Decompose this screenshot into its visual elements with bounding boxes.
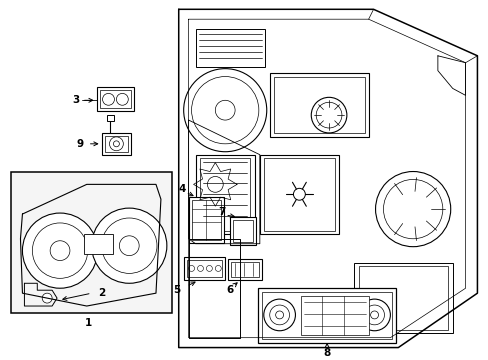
Bar <box>353 264 452 333</box>
Bar <box>263 158 334 231</box>
Bar <box>228 258 261 280</box>
Bar <box>273 77 364 133</box>
Bar <box>100 90 131 108</box>
Text: 7: 7 <box>217 207 225 217</box>
Circle shape <box>191 77 258 144</box>
Circle shape <box>206 265 212 271</box>
Bar <box>230 217 255 245</box>
Circle shape <box>375 171 450 247</box>
Circle shape <box>102 93 114 105</box>
Text: 3: 3 <box>72 95 80 105</box>
Circle shape <box>50 241 70 261</box>
Circle shape <box>42 293 52 303</box>
Circle shape <box>119 236 139 256</box>
Bar <box>83 234 113 253</box>
Bar <box>195 29 264 67</box>
Circle shape <box>116 93 128 105</box>
Bar <box>301 296 368 335</box>
Circle shape <box>215 265 221 271</box>
Circle shape <box>311 97 346 133</box>
Circle shape <box>91 208 166 283</box>
Circle shape <box>263 299 295 331</box>
Text: 8: 8 <box>323 347 330 357</box>
Circle shape <box>109 137 123 151</box>
Bar <box>97 87 134 111</box>
Circle shape <box>183 69 266 152</box>
Circle shape <box>215 100 235 120</box>
Circle shape <box>364 305 384 325</box>
Circle shape <box>113 141 119 147</box>
Circle shape <box>207 176 223 192</box>
Text: 5: 5 <box>173 285 181 295</box>
Circle shape <box>293 188 305 200</box>
Bar <box>195 155 254 234</box>
Bar <box>261 292 391 339</box>
Circle shape <box>188 265 194 271</box>
Circle shape <box>316 102 341 128</box>
Bar <box>11 171 171 313</box>
Bar <box>257 288 395 343</box>
Bar <box>188 197 224 243</box>
Circle shape <box>32 223 87 278</box>
Circle shape <box>358 299 389 331</box>
Bar <box>183 257 225 280</box>
Bar <box>106 115 114 121</box>
Text: 1: 1 <box>85 318 92 328</box>
Circle shape <box>370 311 378 319</box>
Bar <box>191 200 221 240</box>
Bar <box>233 220 252 242</box>
Bar <box>102 133 131 155</box>
Circle shape <box>275 311 283 319</box>
Text: 6: 6 <box>226 285 233 295</box>
Circle shape <box>197 265 203 271</box>
Circle shape <box>383 179 442 239</box>
Bar <box>358 266 447 330</box>
Circle shape <box>269 305 289 325</box>
Text: 9: 9 <box>76 139 83 149</box>
Bar <box>259 155 338 234</box>
Text: 2: 2 <box>98 288 105 298</box>
Circle shape <box>22 213 98 288</box>
Bar <box>186 260 222 277</box>
Bar <box>200 158 249 231</box>
Bar <box>104 136 128 152</box>
Bar <box>269 73 368 137</box>
Text: 4: 4 <box>178 184 185 194</box>
Circle shape <box>102 218 157 273</box>
Bar <box>231 261 258 277</box>
